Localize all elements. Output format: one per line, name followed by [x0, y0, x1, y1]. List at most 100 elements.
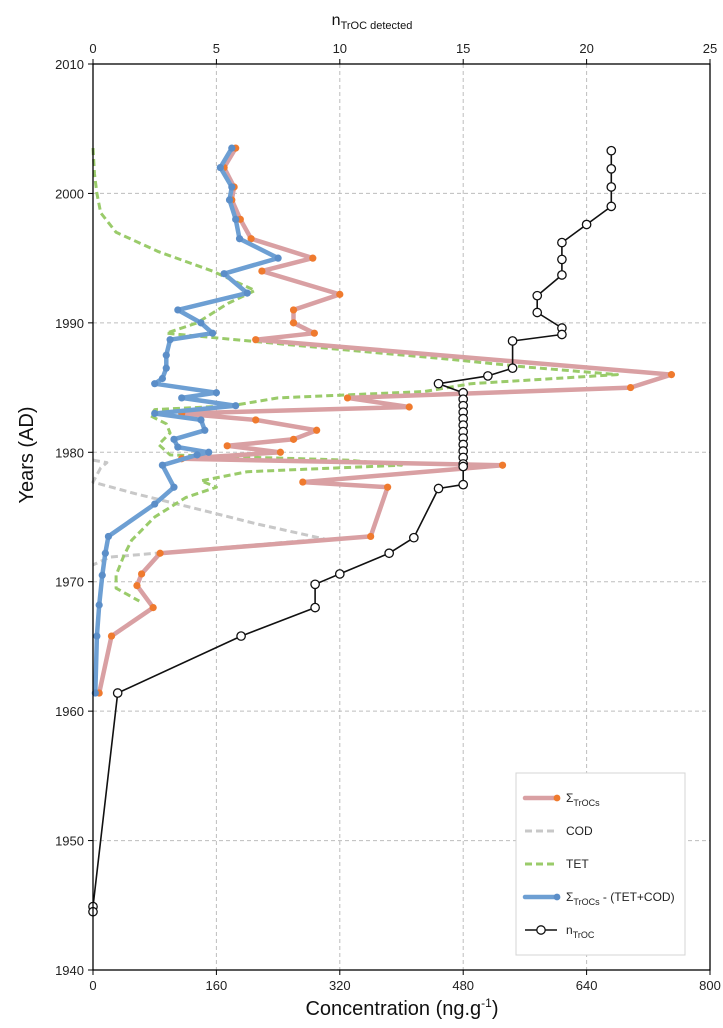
series-diff-line [93, 145, 281, 696]
x-bottom-tick-label: 0 [89, 978, 96, 993]
series-diff-point [197, 319, 205, 327]
series-ntroc-point [458, 461, 469, 472]
series-total-point [276, 448, 285, 456]
series-ntroc-point [310, 579, 320, 590]
series-tet [91, 148, 619, 603]
y-tick-label: 1960 [55, 704, 84, 719]
series-total-point [137, 570, 146, 578]
series-ntroc-point [433, 483, 444, 494]
y-tick-label: 2010 [55, 57, 84, 72]
series-total-point [107, 632, 116, 640]
y-tick-label: 1950 [55, 834, 84, 849]
series-diff-point [170, 435, 178, 443]
series-diff-point [151, 500, 159, 508]
series-diff-point [228, 144, 236, 152]
y-axis-title: Years (AD) [16, 406, 38, 503]
x-bottom-tick-label: 320 [329, 978, 351, 993]
x-bottom-axis-title: Concentration (ng.g-1) [305, 996, 498, 1020]
series-ntroc [88, 145, 617, 917]
series-diff-point [228, 183, 236, 191]
legend-item-total: ΣTrOCs [522, 791, 600, 808]
x-bottom-tick-label: 800 [699, 978, 721, 993]
series-ntroc-point [236, 631, 246, 641]
series-ntroc-point [310, 602, 320, 613]
series-ntroc-point [112, 688, 123, 698]
series-diff-point [216, 163, 224, 172]
series-diff-point [201, 426, 209, 434]
series-diff-point [104, 532, 113, 541]
series-diff-point [98, 571, 106, 579]
series-ntroc-point [408, 532, 419, 543]
series-diff-point [158, 374, 167, 383]
series-diff-point [101, 549, 109, 557]
x-top-tick-label: 0 [89, 41, 96, 56]
grid-lines [93, 64, 710, 970]
series-total-point [626, 383, 635, 392]
series-layer [88, 144, 676, 917]
series-total-point [156, 549, 164, 557]
series-total-point [252, 416, 260, 424]
series-diff-point [197, 416, 205, 424]
series-diff-point [212, 389, 220, 397]
series-diff-point [232, 215, 240, 223]
series-tet-line [91, 148, 619, 603]
series-diff [91, 144, 282, 697]
series-ntroc-point [483, 371, 493, 381]
series-total-point [667, 371, 676, 379]
series-total-point [336, 290, 344, 298]
series-total-point [258, 267, 266, 275]
legend-item-diff: ΣTrOCs - (TET+COD) [522, 890, 675, 907]
series-ntroc-point [606, 201, 617, 212]
x-bottom-tick-label: 480 [452, 978, 474, 993]
y-tick-label: 1970 [55, 575, 84, 590]
series-diff-point [232, 402, 240, 410]
legend-box [515, 772, 686, 956]
series-total-point [247, 235, 255, 243]
series-total-point [313, 426, 321, 434]
series-ntroc-point [334, 569, 345, 579]
series-total-point [299, 478, 307, 486]
series-total-point [405, 403, 413, 411]
series-total-point [289, 306, 298, 314]
series-diff-point [178, 394, 186, 402]
series-diff-point [220, 270, 228, 278]
x-top-tick-label: 20 [579, 41, 593, 56]
series-total-point [309, 254, 317, 262]
series-diff-point [235, 235, 244, 243]
series-ntroc-point [557, 254, 567, 265]
legend-marker-ntroc [536, 925, 546, 935]
legend-item-tet: TET [525, 857, 589, 871]
series-diff-point [193, 451, 201, 459]
legend: ΣTrOCs COD TET ΣTrOCs - (TET+COD) nTrOC [515, 772, 686, 956]
series-ntroc-point [606, 182, 617, 192]
series-total-point [252, 336, 260, 344]
series-diff-point [225, 196, 234, 204]
series-diff-point [162, 364, 170, 372]
series-ntroc-point [581, 219, 592, 230]
series-diff-point [95, 601, 103, 609]
series-ntroc-point [433, 378, 444, 389]
series-total-point [289, 435, 298, 443]
x-bottom-tick-label: 160 [206, 978, 228, 993]
series-diff-point [170, 483, 178, 491]
series-total-point [343, 394, 352, 402]
series-diff-point [243, 289, 251, 297]
series-diff-point [151, 380, 159, 388]
y-tick-label: 1990 [55, 316, 84, 331]
plot-frame [92, 63, 711, 971]
x-top-tick-label: 10 [333, 41, 347, 56]
series-total-point [367, 532, 375, 541]
x-top-tick-label: 25 [703, 41, 717, 56]
series-total-point [310, 329, 318, 337]
series-total-point [384, 483, 392, 491]
legend-marker-total [553, 794, 561, 802]
x-top-tick-label: 15 [456, 41, 470, 56]
legend-label-cod: COD [566, 824, 593, 838]
series-total-point [133, 581, 141, 590]
series-ntroc-point [557, 270, 567, 280]
legend-marker-diff [553, 893, 561, 901]
series-diff-point [158, 461, 167, 469]
series-diff-point [162, 351, 170, 359]
